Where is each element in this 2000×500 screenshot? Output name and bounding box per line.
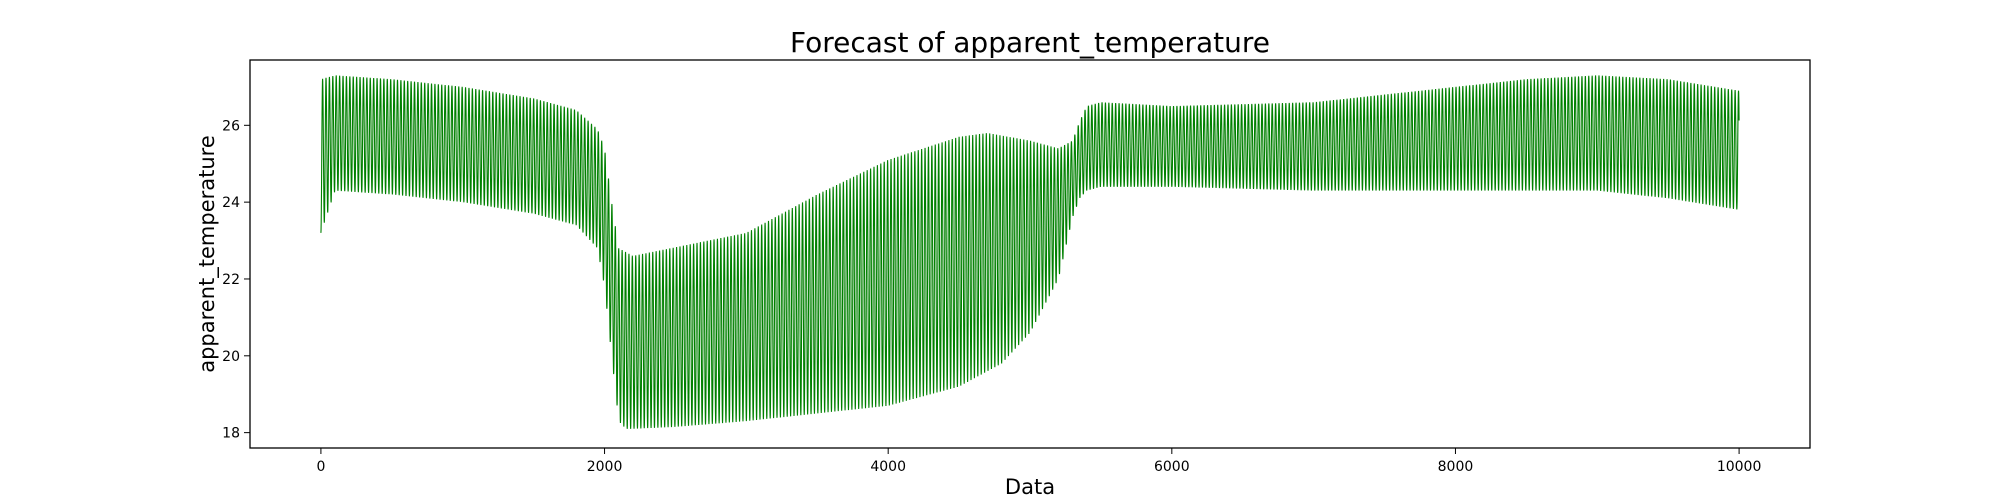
chart-title: Forecast of apparent_temperature [790,26,1270,59]
y-axis-label: apparent_temperature [195,135,220,373]
axis-ticks: 0 2000 4000 6000 8000 10000 18 20 22 24 26 [222,118,1761,475]
y-tick-label: 20 [222,349,240,365]
x-axis-label: Data [1005,475,1055,499]
y-tick-label: 22 [222,272,240,288]
plot-area [320,75,1740,429]
plot-frame [249,59,1811,449]
y-tick-label: 18 [222,426,240,442]
x-tick-label: 0 [316,459,325,475]
forecast-series-line [320,75,1740,429]
x-tick-label: 2000 [587,459,623,475]
x-tick-label: 4000 [870,459,906,475]
x-tick-label: 6000 [1154,459,1190,475]
y-tick-label: 26 [222,118,240,134]
y-tick-label: 24 [222,195,240,211]
x-tick-label: 10000 [1717,459,1762,475]
x-tick-label: 8000 [1438,459,1474,475]
